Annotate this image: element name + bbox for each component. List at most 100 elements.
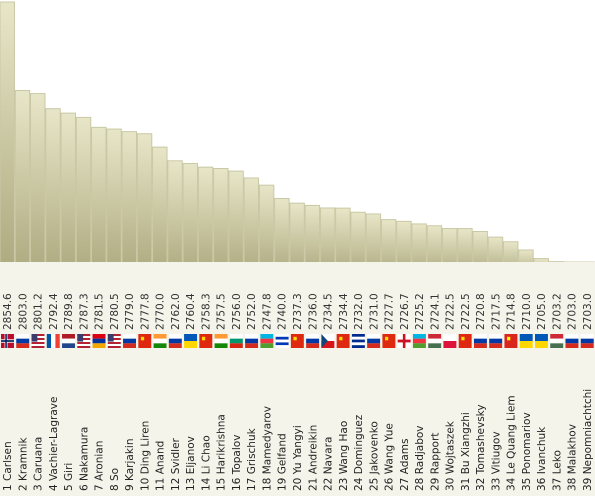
bar [121,131,138,277]
flag-icon [199,334,213,348]
player-name-label: 28 Radjabov [414,425,426,491]
value-label: 2756.0 [231,293,243,330]
player-name-label: 19 Gelfand [277,433,289,491]
player-name-label: 25 Jakovenko [368,421,380,491]
value-label: 2726.7 [399,293,411,330]
value-label: 2731.0 [368,293,380,330]
flag-icon [107,334,121,348]
player-name-label: 4 Vachier-Lagrave [48,397,60,491]
flag-icon [321,334,335,348]
player-name-label: 18 Mamedyarov [261,406,273,491]
flag-icon [229,334,243,348]
value-label: 2747.8 [261,293,273,330]
flag-icon [16,334,30,348]
flag-icon [214,334,228,348]
player-name-label: 30 Wojtaszek [445,420,457,491]
flag-icon [367,334,381,348]
player-name-label: 12 Svidler [170,437,182,491]
bar [197,166,214,277]
player-name-label: 38 Malakhov [567,424,579,491]
flag-icon [565,334,579,348]
flag-icon [504,334,518,348]
player-name-label: 11 Anand [155,441,167,491]
value-label: 2703.2 [551,293,563,330]
bar [182,163,199,277]
bar [91,126,107,277]
value-labels-group: 2854.6 2803.0 2801.2 2792.4 2789.8 2787.3 2781… [2,293,594,330]
flag-icon [580,334,594,348]
flag-icon [428,334,442,348]
flag-icon [351,334,365,348]
player-name-label: 31 Bu Xiangzhi [460,412,472,491]
flag-icon [77,334,91,348]
flag-icon [550,334,564,348]
value-label: 2705.0 [536,293,548,330]
value-label: 2781.5 [94,293,106,330]
player-name-label: 29 Rapport [429,433,441,491]
value-label: 2789.8 [63,293,75,330]
player-name-label: 27 Adams [399,439,411,492]
player-name-label: 26 Wang Yue [384,423,396,491]
player-name-label: 22 Navara [323,437,335,491]
value-label: 2752.0 [246,293,258,330]
bar [243,177,260,277]
value-label: 2762.0 [170,293,182,330]
player-name-label: 2 Kramnik [17,437,29,491]
flag-icon [382,334,396,348]
flag-icon [260,334,274,348]
player-name-label: 23 Wang Hao [338,421,350,491]
flags-group [1,334,594,348]
value-label: 2714.8 [506,293,518,330]
value-label: 2703.0 [567,293,579,330]
value-label: 2710.0 [521,293,533,330]
flag-icon [245,334,259,348]
flag-icon [184,334,198,348]
flag-icon [336,334,350,348]
value-label: 2787.3 [78,293,90,330]
value-label: 2770.0 [155,293,167,330]
player-name-label: 3 Caruana [33,437,45,491]
value-label: 2792.4 [48,293,60,330]
player-name-label: 15 Harikrishna [216,414,228,491]
flag-icon [46,334,60,348]
player-name-label: 6 Nakamura [78,427,90,491]
player-name-label: 33 Vitiugov [490,431,502,491]
value-label: 2722.5 [460,293,472,330]
flag-icon [153,334,167,348]
value-label: 2758.3 [200,293,212,330]
value-label: 2777.8 [139,293,151,330]
bar [14,90,31,277]
value-label: 2737.3 [292,293,304,330]
bar [30,93,46,277]
bar [228,170,244,277]
flag-icon [306,334,320,348]
flag-icon [290,334,304,348]
player-name-label: 37 Leko [551,450,563,491]
flag-icon [31,334,45,348]
player-name-label: 13 Eljanov [185,436,197,491]
value-label: 2803.0 [17,293,29,330]
value-label: 2757.5 [216,293,228,330]
player-name-label: 36 Ivanchuk [536,426,548,491]
value-label: 2722.5 [445,293,457,330]
player-name-label: 32 Tomashevsky [475,404,487,491]
flag-icon [473,334,487,348]
bar [0,1,15,277]
player-name-label: 35 Ponomariov [521,412,533,491]
value-label: 2717.5 [490,293,502,330]
player-name-label: 16 Topalov [231,435,243,491]
player-name-label: 7 Aronian [94,441,106,491]
value-label: 2854.6 [2,293,14,330]
player-name-label: 14 Li Chao [200,435,212,491]
bar [136,133,153,277]
value-label: 2734.4 [338,293,350,330]
flag-icon [489,334,503,348]
value-label: 2727.7 [384,293,396,330]
player-name-label: 8 So [109,468,121,491]
value-label: 2725.2 [414,293,426,330]
value-label: 2780.5 [109,293,121,330]
value-label: 2724.1 [429,293,441,330]
bars-group [0,1,595,277]
bar [106,128,122,277]
